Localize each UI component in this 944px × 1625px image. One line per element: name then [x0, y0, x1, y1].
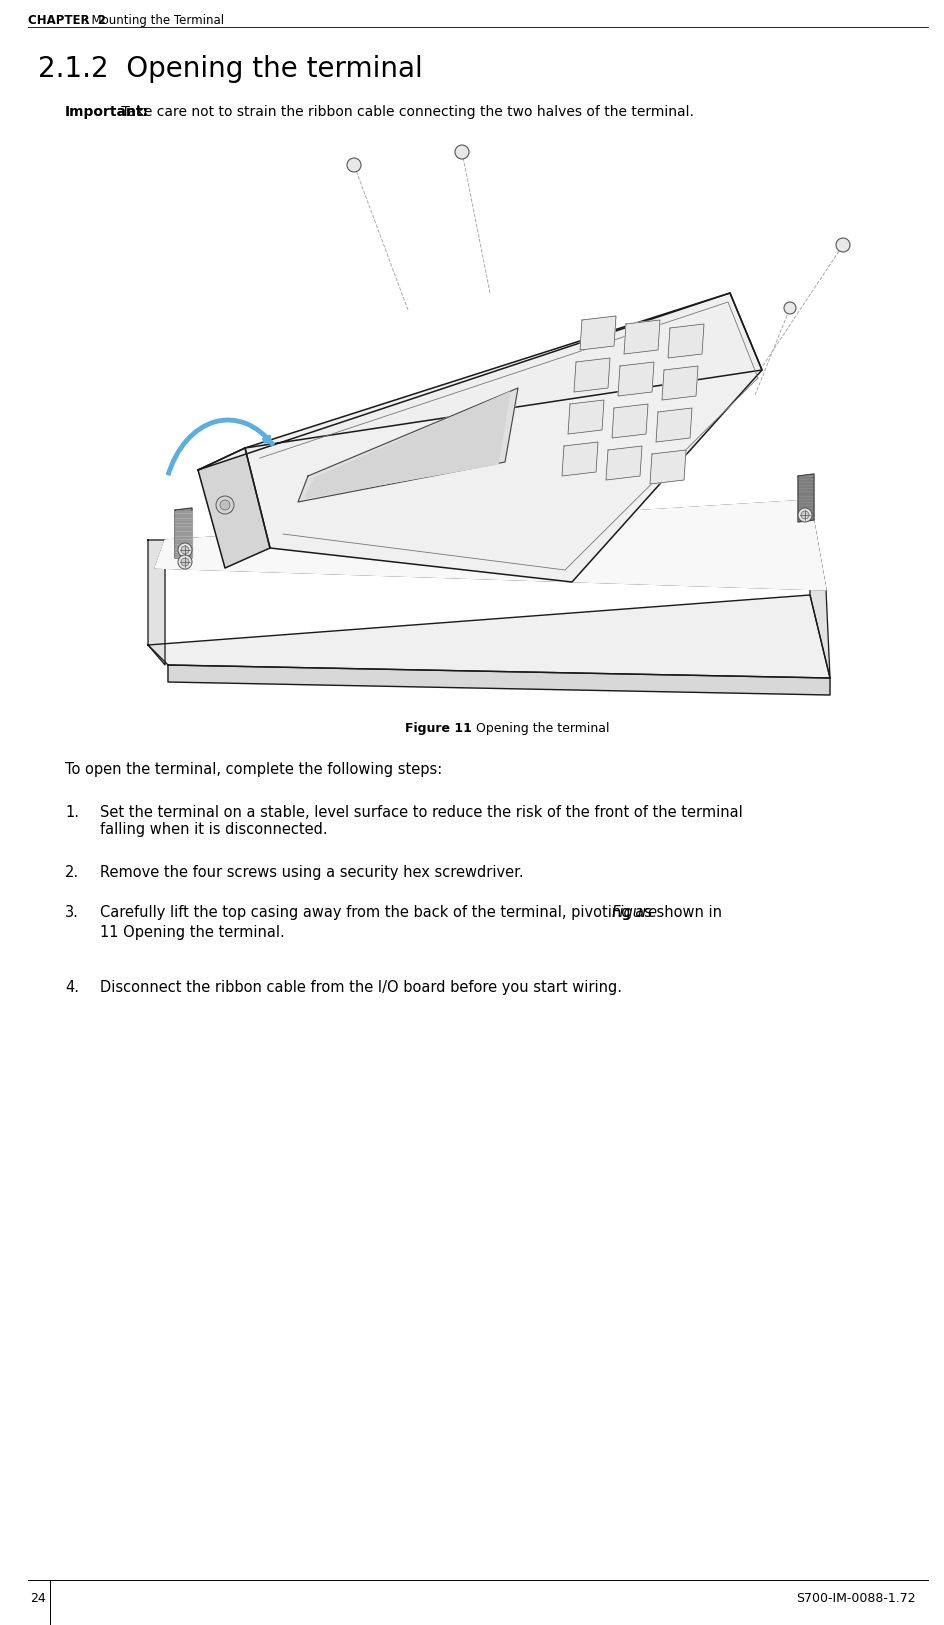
Text: To open the terminal, complete the following steps:: To open the terminal, complete the follo…	[65, 762, 442, 777]
Polygon shape	[175, 523, 192, 526]
Ellipse shape	[420, 540, 450, 551]
Polygon shape	[175, 531, 192, 533]
Text: Important:: Important:	[65, 106, 149, 119]
Polygon shape	[612, 405, 648, 439]
Text: S700-IM-0088-1.72: S700-IM-0088-1.72	[797, 1592, 916, 1606]
Polygon shape	[198, 292, 762, 470]
Polygon shape	[414, 510, 423, 520]
Polygon shape	[175, 518, 192, 520]
Polygon shape	[175, 540, 192, 541]
Polygon shape	[568, 400, 604, 434]
Polygon shape	[175, 548, 192, 549]
Text: Set the terminal on a stable, level surface to reduce the risk of the front of t: Set the terminal on a stable, level surf…	[100, 804, 743, 837]
Text: Take care not to strain the ribbon cable connecting the two halves of the termin: Take care not to strain the ribbon cable…	[117, 106, 694, 119]
Polygon shape	[562, 442, 598, 476]
Polygon shape	[624, 320, 660, 354]
Polygon shape	[305, 392, 510, 497]
Polygon shape	[175, 535, 192, 536]
Text: 1.: 1.	[65, 804, 79, 821]
Polygon shape	[198, 449, 270, 569]
Polygon shape	[175, 552, 192, 554]
Polygon shape	[340, 499, 390, 510]
Circle shape	[784, 302, 796, 314]
Polygon shape	[175, 514, 192, 515]
Polygon shape	[574, 358, 610, 392]
Circle shape	[347, 158, 361, 172]
Circle shape	[836, 237, 850, 252]
Polygon shape	[606, 445, 642, 479]
Polygon shape	[175, 522, 192, 523]
Polygon shape	[175, 549, 192, 552]
Text: Carefully lift the top casing away from the back of the terminal, pivoting as sh: Carefully lift the top casing away from …	[100, 905, 727, 920]
Polygon shape	[580, 315, 616, 349]
Polygon shape	[175, 536, 192, 540]
Ellipse shape	[402, 533, 467, 557]
Text: CHAPTER  2: CHAPTER 2	[28, 15, 106, 28]
Text: 2.: 2.	[65, 864, 79, 881]
Polygon shape	[175, 530, 192, 531]
Circle shape	[181, 546, 189, 554]
Polygon shape	[810, 500, 830, 678]
Text: Opening the terminal: Opening the terminal	[472, 722, 610, 734]
Polygon shape	[366, 510, 375, 520]
Polygon shape	[175, 526, 192, 528]
Circle shape	[178, 556, 192, 569]
Polygon shape	[155, 500, 826, 590]
Polygon shape	[175, 509, 192, 557]
Polygon shape	[175, 556, 192, 557]
Ellipse shape	[513, 533, 578, 557]
Polygon shape	[354, 510, 363, 520]
Polygon shape	[168, 665, 830, 696]
Text: Figure: Figure	[612, 905, 658, 920]
Polygon shape	[798, 474, 814, 522]
Polygon shape	[340, 505, 440, 523]
Text: 3.: 3.	[65, 905, 79, 920]
Text: : Mounting the Terminal: : Mounting the Terminal	[80, 15, 224, 28]
Polygon shape	[402, 510, 411, 520]
Polygon shape	[175, 544, 192, 546]
Circle shape	[181, 557, 189, 565]
Text: 4.: 4.	[65, 980, 79, 994]
Polygon shape	[656, 408, 692, 442]
Polygon shape	[155, 500, 826, 590]
Polygon shape	[148, 595, 830, 678]
Ellipse shape	[475, 540, 505, 551]
Text: Remove the four screws using a security hex screwdriver.: Remove the four screws using a security …	[100, 864, 524, 881]
Circle shape	[798, 509, 812, 522]
Circle shape	[455, 145, 469, 159]
Polygon shape	[148, 540, 165, 665]
Polygon shape	[298, 388, 518, 502]
Polygon shape	[668, 323, 704, 358]
Circle shape	[178, 543, 192, 557]
Polygon shape	[342, 510, 351, 520]
Polygon shape	[175, 517, 192, 518]
Circle shape	[801, 510, 809, 518]
Circle shape	[216, 496, 234, 514]
Text: Figure 11: Figure 11	[405, 722, 472, 734]
Polygon shape	[618, 362, 654, 396]
Polygon shape	[426, 510, 435, 520]
Polygon shape	[390, 510, 399, 520]
Text: 24: 24	[30, 1592, 45, 1606]
Text: 11 Opening the terminal.: 11 Opening the terminal.	[100, 925, 285, 939]
Circle shape	[220, 500, 230, 510]
Polygon shape	[175, 543, 192, 544]
Polygon shape	[378, 510, 387, 520]
Ellipse shape	[530, 540, 560, 551]
Text: Disconnect the ribbon cable from the I/O board before you start wiring.: Disconnect the ribbon cable from the I/O…	[100, 980, 622, 994]
FancyBboxPatch shape	[120, 148, 840, 708]
Polygon shape	[175, 510, 192, 514]
Polygon shape	[650, 450, 686, 484]
Ellipse shape	[458, 533, 522, 557]
Polygon shape	[662, 366, 698, 400]
Polygon shape	[245, 292, 762, 582]
Text: 2.1.2  Opening the terminal: 2.1.2 Opening the terminal	[38, 55, 423, 83]
